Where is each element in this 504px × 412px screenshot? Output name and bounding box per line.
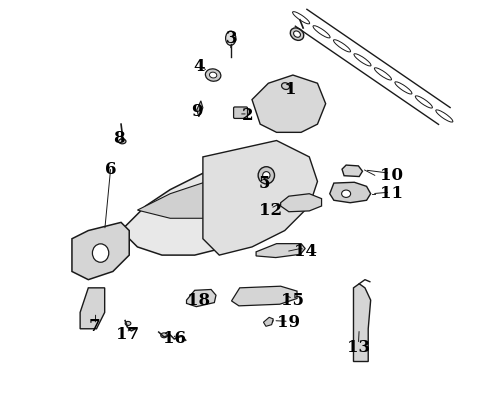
Ellipse shape: [342, 190, 351, 197]
Ellipse shape: [125, 321, 131, 325]
Polygon shape: [281, 194, 322, 212]
Polygon shape: [138, 177, 293, 218]
Text: 8: 8: [113, 130, 125, 147]
Ellipse shape: [334, 40, 351, 52]
Text: 19: 19: [277, 314, 300, 331]
Ellipse shape: [293, 31, 300, 37]
Text: 3: 3: [226, 30, 237, 47]
Polygon shape: [186, 290, 216, 307]
Polygon shape: [72, 222, 129, 280]
FancyBboxPatch shape: [233, 107, 247, 118]
Ellipse shape: [313, 26, 330, 38]
Ellipse shape: [395, 82, 412, 94]
Polygon shape: [121, 165, 305, 255]
Ellipse shape: [436, 110, 453, 122]
Text: 1: 1: [285, 81, 297, 98]
Ellipse shape: [118, 139, 126, 144]
Polygon shape: [342, 165, 362, 176]
Text: 18: 18: [187, 292, 210, 309]
Polygon shape: [80, 288, 105, 329]
Ellipse shape: [263, 172, 270, 179]
Text: 13: 13: [347, 339, 370, 356]
Ellipse shape: [374, 68, 392, 80]
Ellipse shape: [92, 244, 109, 262]
Text: 5: 5: [259, 175, 270, 192]
Text: 16: 16: [163, 330, 186, 347]
Text: 11: 11: [380, 185, 403, 202]
Polygon shape: [330, 182, 370, 203]
Text: 15: 15: [281, 292, 304, 309]
Text: 12: 12: [259, 201, 282, 219]
Ellipse shape: [210, 72, 217, 78]
Ellipse shape: [282, 83, 290, 89]
Ellipse shape: [258, 167, 275, 184]
Polygon shape: [256, 243, 305, 258]
Text: 2: 2: [242, 108, 254, 124]
Ellipse shape: [415, 96, 432, 108]
Polygon shape: [203, 140, 318, 255]
Polygon shape: [252, 75, 326, 132]
Ellipse shape: [354, 54, 371, 66]
Ellipse shape: [206, 69, 221, 81]
Ellipse shape: [226, 31, 236, 45]
Text: 9: 9: [191, 103, 203, 120]
Polygon shape: [231, 286, 297, 306]
Text: 4: 4: [193, 59, 205, 75]
Text: 6: 6: [105, 161, 116, 178]
Ellipse shape: [292, 12, 309, 24]
Text: 7: 7: [89, 318, 100, 335]
Polygon shape: [264, 317, 273, 326]
Ellipse shape: [290, 28, 304, 40]
Text: 10: 10: [380, 167, 403, 184]
Text: 14: 14: [294, 243, 317, 260]
Text: 17: 17: [115, 326, 139, 344]
Ellipse shape: [161, 333, 167, 338]
Polygon shape: [197, 101, 203, 117]
Polygon shape: [353, 284, 370, 361]
